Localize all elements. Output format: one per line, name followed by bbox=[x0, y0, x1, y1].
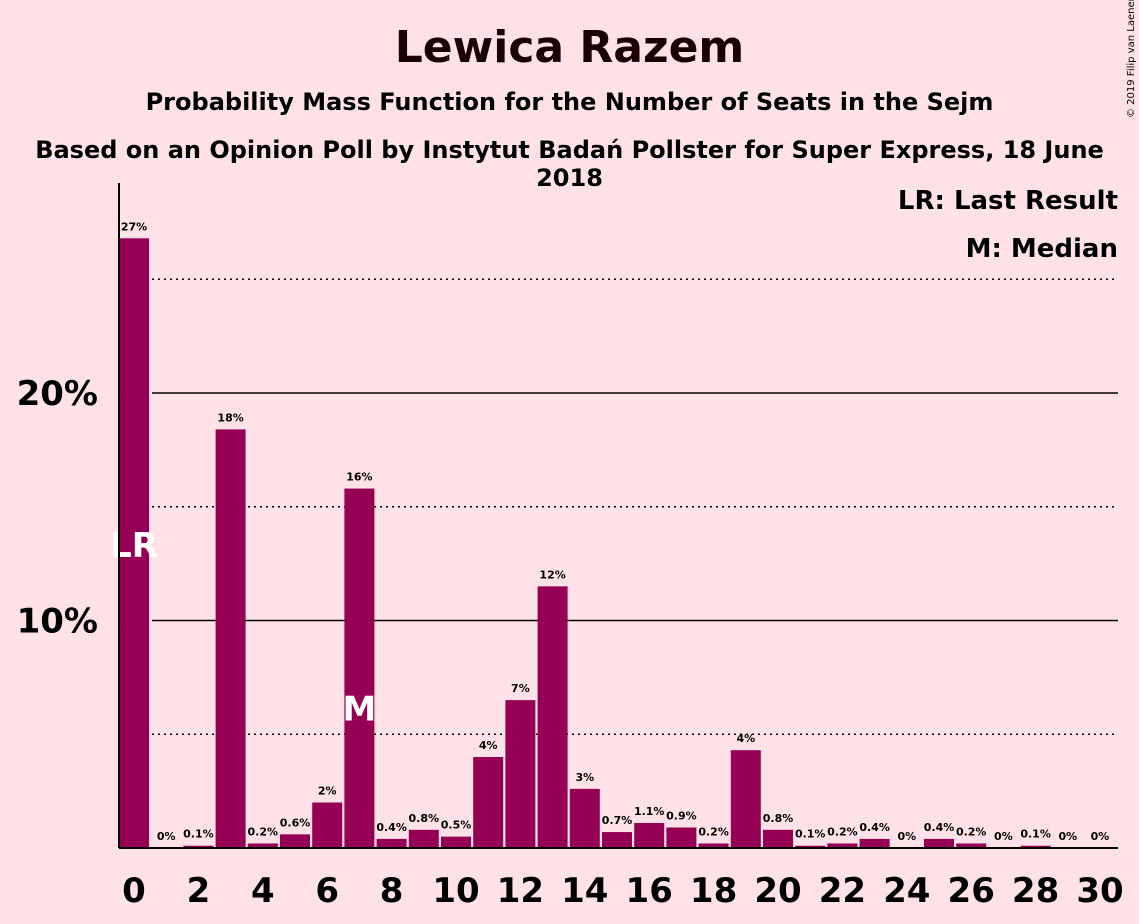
data-label-9: 0.8% bbox=[409, 812, 440, 825]
x-tick-label: 6 bbox=[315, 871, 339, 911]
data-label-20: 0.8% bbox=[763, 812, 794, 825]
x-tick-label: 26 bbox=[948, 871, 995, 911]
bar-13 bbox=[537, 586, 568, 848]
bar-22 bbox=[827, 843, 858, 848]
marker-lr: LR bbox=[110, 526, 158, 566]
bar-15 bbox=[602, 832, 632, 848]
data-label-18: 0.2% bbox=[698, 825, 729, 838]
x-tick-label: 30 bbox=[1076, 871, 1123, 911]
data-label-15: 0.7% bbox=[602, 814, 633, 827]
data-label-22: 0.2% bbox=[827, 825, 858, 838]
data-label-2: 0.1% bbox=[183, 828, 214, 841]
legend-entry: M: Median bbox=[966, 234, 1118, 264]
data-label-5: 0.6% bbox=[280, 816, 311, 829]
bar-9 bbox=[408, 829, 439, 848]
data-label-28: 0.1% bbox=[1020, 828, 1051, 841]
bar-7 bbox=[344, 488, 375, 848]
bar-8 bbox=[376, 838, 407, 848]
y-tick-label: 20% bbox=[17, 374, 98, 414]
data-label-7: 16% bbox=[346, 471, 372, 484]
data-label-14: 3% bbox=[575, 771, 594, 784]
data-label-16: 1.1% bbox=[634, 805, 665, 818]
data-label-24: 0% bbox=[897, 830, 916, 843]
bar-20 bbox=[763, 829, 793, 848]
bar-12 bbox=[505, 700, 536, 848]
data-label-23: 0.4% bbox=[859, 821, 890, 834]
data-label-21: 0.1% bbox=[795, 828, 826, 841]
bar-6 bbox=[312, 802, 343, 848]
bar-25 bbox=[924, 838, 954, 848]
bar-4 bbox=[247, 843, 278, 848]
bar-2 bbox=[183, 845, 214, 848]
data-label-1: 0% bbox=[157, 830, 176, 843]
bar-17 bbox=[666, 827, 697, 848]
data-label-10: 0.5% bbox=[441, 819, 472, 832]
data-label-4: 0.2% bbox=[248, 825, 279, 838]
x-tick-label: 20 bbox=[754, 871, 801, 911]
x-tick-label: 14 bbox=[561, 871, 608, 911]
bar-19 bbox=[730, 750, 761, 848]
data-label-26: 0.2% bbox=[956, 825, 987, 838]
chart-title: Lewica Razem bbox=[394, 22, 745, 73]
data-label-30: 0% bbox=[1091, 830, 1110, 843]
chart-subtitle: Probability Mass Function for the Number… bbox=[145, 88, 994, 116]
data-label-25: 0.4% bbox=[924, 821, 955, 834]
data-label-3: 18% bbox=[217, 411, 243, 424]
x-tick-label: 12 bbox=[497, 871, 544, 911]
legend-entry: LR: Last Result bbox=[898, 186, 1118, 216]
chart-source-note: Based on an Opinion Poll by Instytut Bad… bbox=[35, 136, 1104, 192]
bar-3 bbox=[215, 429, 246, 848]
y-tick-label: 10% bbox=[17, 602, 98, 642]
bar-0 bbox=[119, 238, 149, 849]
x-tick-label: 0 bbox=[122, 871, 146, 911]
x-tick-label: 24 bbox=[883, 871, 930, 911]
bar-5 bbox=[280, 834, 310, 848]
data-label-0: 27% bbox=[121, 220, 147, 233]
data-label-17: 0.9% bbox=[666, 810, 697, 823]
data-label-6: 2% bbox=[318, 785, 337, 798]
data-label-13: 12% bbox=[539, 568, 565, 581]
bar-16 bbox=[634, 822, 665, 848]
x-tick-label: 2 bbox=[187, 871, 211, 911]
x-tick-label: 10 bbox=[432, 871, 479, 911]
bar-23 bbox=[859, 838, 890, 848]
x-tick-label: 22 bbox=[819, 871, 866, 911]
data-label-12: 7% bbox=[511, 682, 530, 695]
x-tick-label: 4 bbox=[251, 871, 275, 911]
bar-11 bbox=[473, 757, 504, 848]
x-tick-label: 28 bbox=[1012, 871, 1059, 911]
data-label-29: 0% bbox=[1058, 830, 1077, 843]
bar-18 bbox=[698, 843, 729, 848]
bar-10 bbox=[441, 836, 471, 848]
data-label-11: 4% bbox=[479, 739, 498, 752]
bar-21 bbox=[795, 845, 826, 848]
marker-m: M bbox=[342, 689, 376, 729]
x-tick-label: 8 bbox=[380, 871, 404, 911]
data-label-27: 0% bbox=[994, 830, 1013, 843]
data-label-8: 0.4% bbox=[376, 821, 407, 834]
x-tick-label: 16 bbox=[626, 871, 673, 911]
bar-14 bbox=[569, 788, 600, 848]
data-label-19: 4% bbox=[736, 732, 755, 745]
bar-26 bbox=[956, 843, 987, 848]
x-tick-label: 18 bbox=[690, 871, 737, 911]
bar-28 bbox=[1020, 845, 1051, 848]
